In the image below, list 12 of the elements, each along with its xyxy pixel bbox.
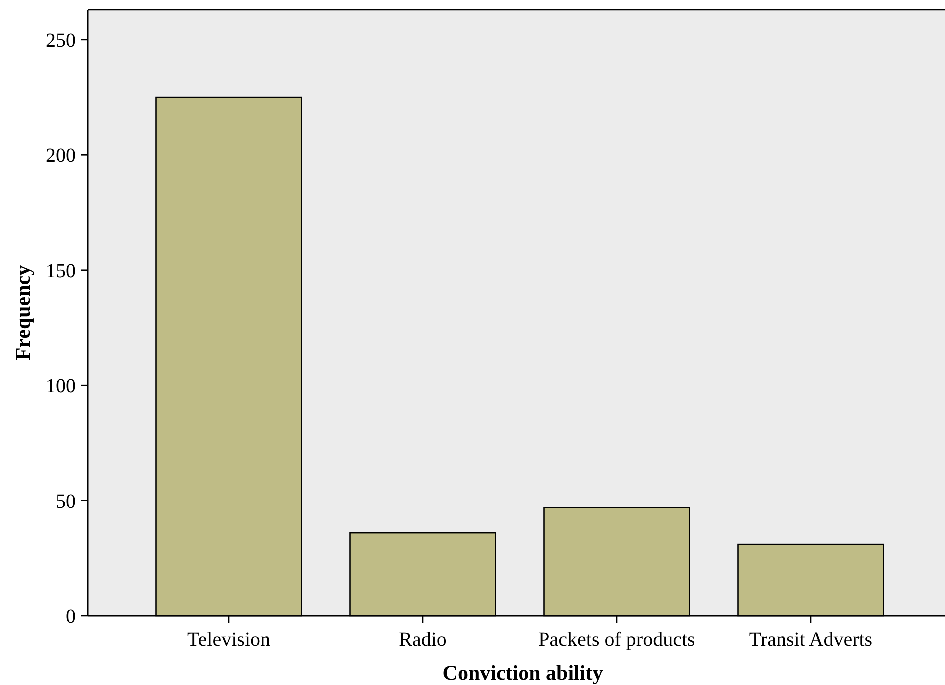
x-tick-label: Packets of products xyxy=(538,629,696,651)
y-tick-label: 250 xyxy=(46,30,76,52)
y-tick-label: 100 xyxy=(46,376,76,398)
y-tick-label: 50 xyxy=(56,490,76,513)
x-tick-label: Transit Adverts xyxy=(749,629,873,651)
y-tick-label: 0 xyxy=(66,606,76,628)
y-tick-label: 200 xyxy=(46,145,76,168)
x-axis-title: Conviction ability xyxy=(442,661,604,685)
y-axis-title: Frequency xyxy=(11,264,35,361)
y-tick-label: 150 xyxy=(46,260,76,282)
x-tick-label: Radio xyxy=(399,629,447,651)
x-tick-label: Television xyxy=(187,629,271,651)
